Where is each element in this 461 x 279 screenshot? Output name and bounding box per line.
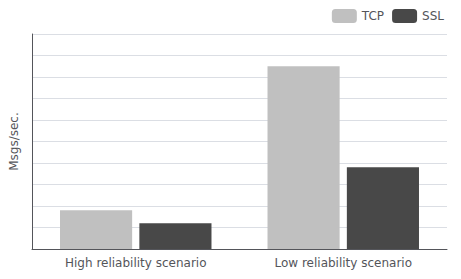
svg-text:High reliability scenario: High reliability scenario <box>65 256 207 270</box>
svg-text:Low reliability scenario: Low reliability scenario <box>274 256 412 270</box>
svg-text:Msgs/sec.: Msgs/sec. <box>7 112 21 171</box>
svg-text:TCP: TCP <box>361 9 384 23</box>
svg-text:SSL: SSL <box>422 9 444 23</box>
